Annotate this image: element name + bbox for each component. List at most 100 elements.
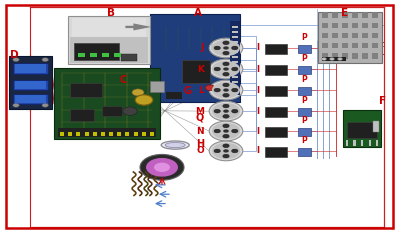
Bar [265,127,287,137]
Text: I: I [256,127,259,135]
Bar [150,14,240,102]
Circle shape [223,149,229,153]
Circle shape [223,114,229,118]
Circle shape [209,101,243,121]
Text: P: P [302,75,307,84]
Bar [70,83,102,97]
Bar [76,132,80,136]
Circle shape [223,144,229,148]
Bar [342,33,348,38]
Bar [232,31,238,33]
Bar [372,23,378,28]
Bar [322,12,328,18]
Text: H: H [196,139,204,149]
Bar [13,94,48,104]
Bar [68,132,72,136]
Bar [232,86,238,88]
Bar [232,36,238,38]
Bar [15,95,46,103]
Circle shape [214,67,220,71]
Bar [121,54,137,61]
Circle shape [205,85,215,91]
Circle shape [223,154,229,158]
FancyArrow shape [126,23,151,30]
Bar [101,132,105,136]
Bar [372,33,378,38]
Circle shape [232,46,238,50]
Circle shape [223,134,229,138]
Bar [318,12,382,63]
Text: B: B [107,8,115,18]
Bar [232,71,238,73]
Circle shape [223,46,229,50]
Circle shape [42,58,48,62]
Bar [376,140,378,146]
Bar [54,68,160,139]
Text: I: I [256,86,259,95]
Circle shape [223,129,229,133]
Text: J: J [201,44,204,52]
Circle shape [214,109,220,113]
Bar [58,128,156,137]
Text: I: I [256,146,259,155]
Circle shape [135,95,153,105]
Text: M: M [195,107,204,116]
Text: C: C [120,75,127,85]
Text: I: I [256,44,259,52]
Circle shape [123,107,137,115]
Circle shape [322,58,326,60]
Bar [134,132,138,136]
Text: P: P [302,116,307,125]
Bar [342,23,348,28]
Text: F: F [379,96,386,106]
Circle shape [146,158,178,177]
Circle shape [223,51,229,55]
Text: K: K [197,65,204,73]
Bar [117,132,121,136]
Bar [346,140,348,146]
Bar [15,81,46,89]
Bar [78,53,85,57]
Bar [13,63,48,74]
Bar [15,64,46,73]
Text: P: P [302,96,307,105]
Circle shape [223,67,229,71]
Bar [368,140,371,146]
Circle shape [212,40,240,56]
Bar [362,53,368,58]
Bar [298,128,311,136]
Bar [230,21,240,95]
Text: G: G [184,86,192,96]
Bar [109,132,113,136]
Circle shape [42,103,48,107]
Bar [232,61,238,63]
Circle shape [209,121,243,141]
Ellipse shape [165,143,185,148]
Circle shape [223,41,229,45]
Circle shape [212,143,240,159]
Ellipse shape [161,141,189,149]
Circle shape [223,93,229,97]
Bar [84,132,88,136]
Text: I: I [256,107,259,116]
Bar [352,53,358,58]
Bar [142,132,146,136]
Circle shape [330,58,334,60]
Bar [68,16,150,64]
Bar [352,43,358,48]
Bar [322,57,346,61]
Bar [93,132,97,136]
Bar [265,147,287,157]
Bar [322,33,328,38]
Circle shape [214,129,220,133]
Bar [13,80,48,90]
Circle shape [223,83,229,87]
Text: P: P [302,136,307,145]
Bar [114,53,121,57]
Bar [322,43,328,48]
Bar [232,66,238,68]
Bar [322,23,328,28]
Text: A: A [194,8,202,18]
Bar [265,107,287,117]
Bar [298,66,311,74]
